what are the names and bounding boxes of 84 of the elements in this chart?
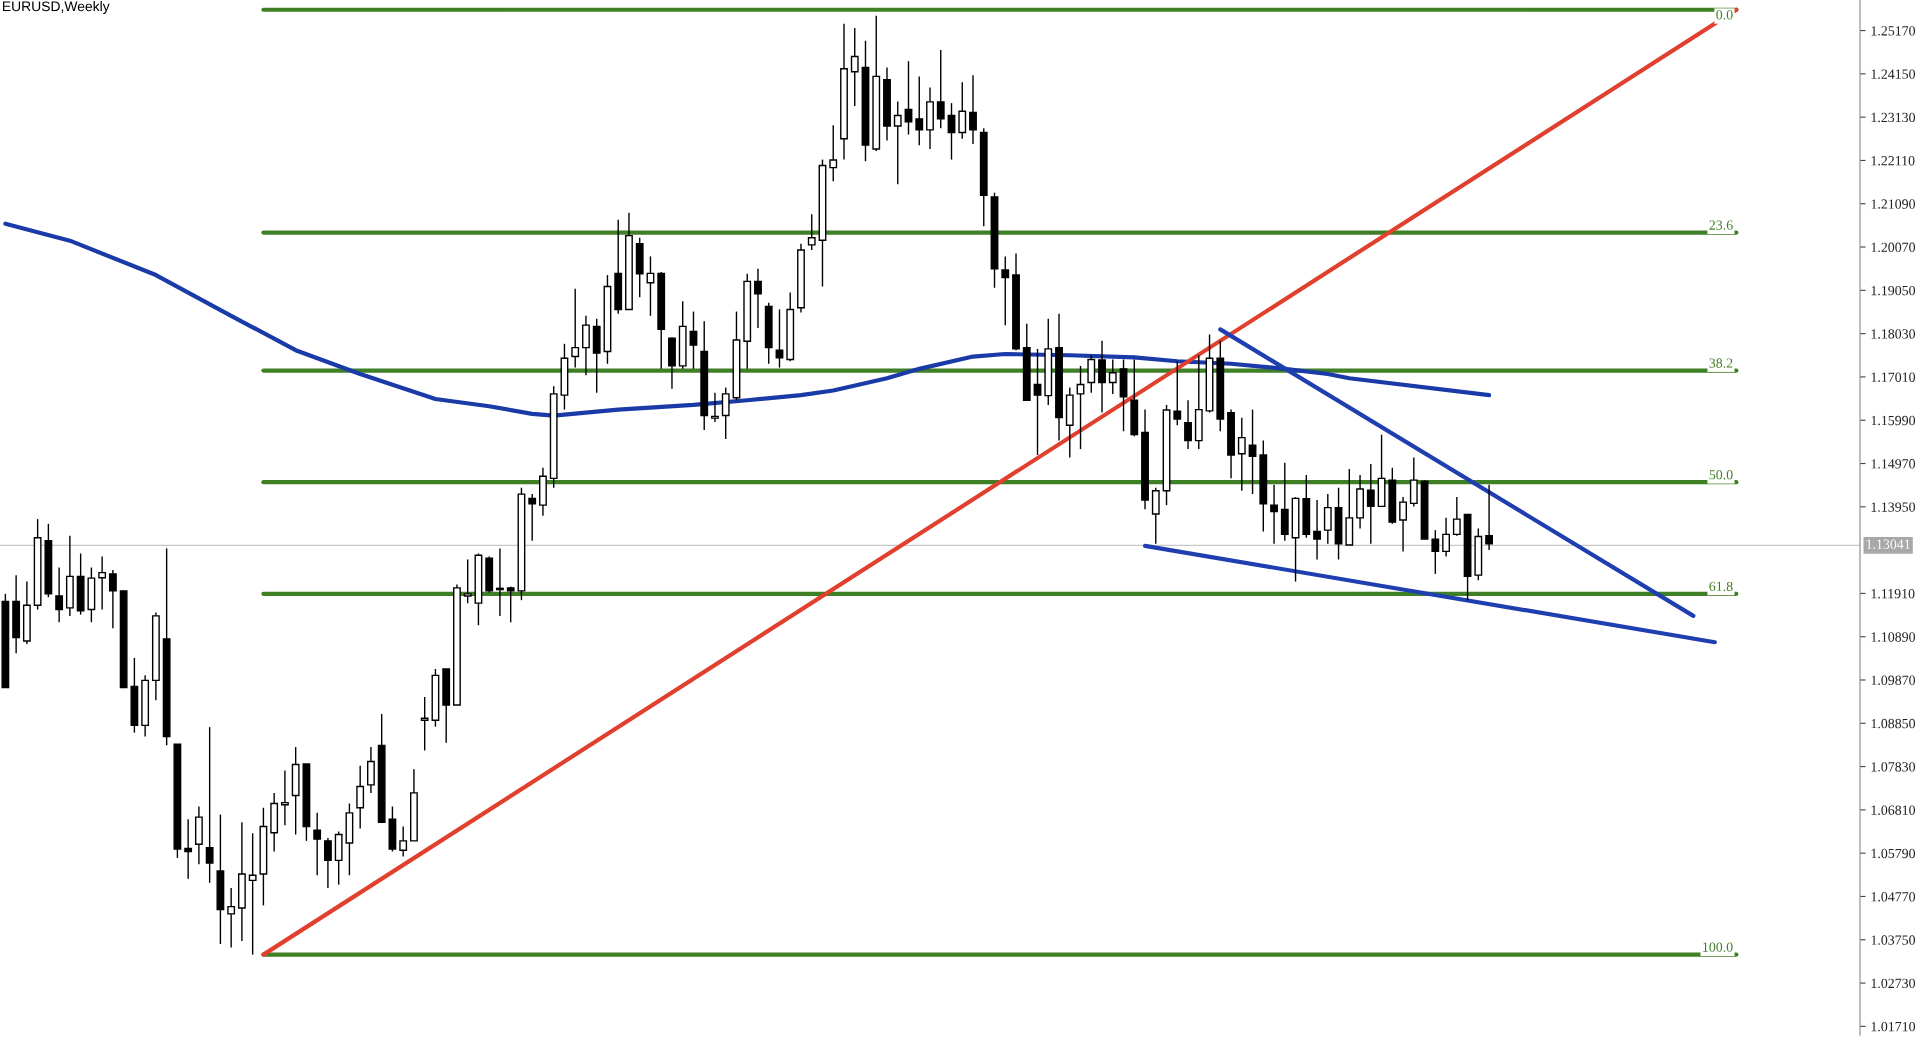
candlestick	[711, 391, 719, 423]
y-tick-label: 1.05790	[1871, 848, 1916, 859]
candlestick	[936, 49, 945, 129]
y-tick-label: 1.15990	[1871, 415, 1916, 426]
series-label: 50.0	[1709, 470, 1733, 480]
candlestick	[463, 558, 472, 604]
candlestick	[1323, 493, 1332, 545]
series-label: 61.8	[1709, 581, 1733, 592]
candlestick	[55, 566, 64, 623]
y-tick-label: 1.09870	[1871, 675, 1916, 686]
candlestick	[1151, 487, 1160, 545]
candlestick	[248, 832, 257, 956]
candlestick	[1409, 456, 1418, 508]
candlestick	[1237, 416, 1246, 492]
candlestick	[915, 75, 924, 146]
series-label: 100.0	[1703, 942, 1733, 952]
y-tick-label: 1.17010	[1871, 372, 1916, 382]
candlestick	[1001, 255, 1010, 326]
candlestick	[280, 769, 289, 826]
candlestick	[807, 213, 816, 251]
candlestick	[754, 267, 762, 329]
y-tick-label: 1.13950	[1871, 502, 1916, 512]
y-tick-label: 1.18030	[1871, 329, 1916, 339]
y-tick-label: 1.03750	[1871, 935, 1916, 945]
candlestick	[1098, 340, 1106, 414]
candlestick	[1399, 496, 1407, 553]
chart-title: EURUSD,Weekly	[3, 1, 110, 14]
candlestick	[829, 124, 838, 182]
candlestick	[721, 386, 730, 440]
ref-line-label: 1.13041	[1866, 539, 1910, 549]
y-tick-label: 1.21090	[1871, 199, 1916, 209]
candlestick	[850, 27, 859, 107]
candlestick	[323, 837, 332, 889]
candlestick	[582, 315, 590, 376]
y-tick-label: 1.11910	[1871, 588, 1915, 599]
candlestick	[1173, 360, 1182, 427]
candlestick	[1184, 399, 1192, 450]
y-tick-label: 1.01710	[1871, 1021, 1916, 1032]
y-tick-label: 1.06810	[1871, 805, 1916, 815]
series-label: 0.0	[1716, 10, 1733, 20]
y-tick-label: 1.22110	[1871, 156, 1915, 166]
candlestick	[356, 765, 365, 830]
y-tick-label: 1.19050	[1871, 285, 1916, 296]
candlestick	[1270, 484, 1278, 545]
candlestick	[904, 60, 913, 136]
candlestick	[1485, 484, 1493, 551]
candlestick	[108, 569, 117, 629]
series-label: 23.6	[1709, 220, 1733, 230]
y-tick-label: 1.14970	[1871, 459, 1916, 469]
candlestick	[367, 746, 375, 794]
y-tick-label: 1.04770	[1871, 892, 1916, 902]
y-tick-label: 1.20070	[1871, 242, 1916, 253]
y-tick-label: 1.07830	[1871, 762, 1916, 772]
candlestick	[1442, 517, 1450, 558]
y-tick-label: 1.23130	[1871, 112, 1916, 123]
candlestick	[1108, 358, 1117, 395]
candlestick	[1452, 496, 1461, 537]
candlestick	[399, 825, 408, 858]
candlestick	[1076, 365, 1085, 450]
y-tick-label: 1.08850	[1871, 718, 1916, 729]
candlestick	[420, 696, 429, 752]
y-tick-label: 1.02730	[1871, 978, 1916, 989]
candlestick	[506, 585, 515, 623]
y-tick-label: 1.25170	[1871, 26, 1916, 36]
y-tick-label: 1.24150	[1871, 69, 1916, 79]
series-label: 38.2	[1709, 358, 1733, 368]
candlestick	[969, 74, 977, 145]
candlestick	[893, 100, 902, 185]
candlestick	[205, 726, 214, 884]
candlestick	[1313, 499, 1321, 561]
candlestick	[1431, 529, 1440, 575]
candlestick	[1366, 463, 1375, 545]
candlestick	[689, 310, 698, 370]
candlestick	[227, 887, 236, 949]
candlestick	[1087, 354, 1096, 394]
candlestick	[775, 308, 784, 369]
candlestick	[313, 812, 322, 876]
candlestick	[528, 493, 537, 542]
y-tick-label: 1.10890	[1871, 632, 1916, 642]
candlestick	[98, 555, 107, 611]
candlestick	[184, 818, 193, 880]
candlestick	[958, 81, 967, 140]
candlestick	[1033, 348, 1042, 456]
candlestick	[571, 287, 580, 369]
